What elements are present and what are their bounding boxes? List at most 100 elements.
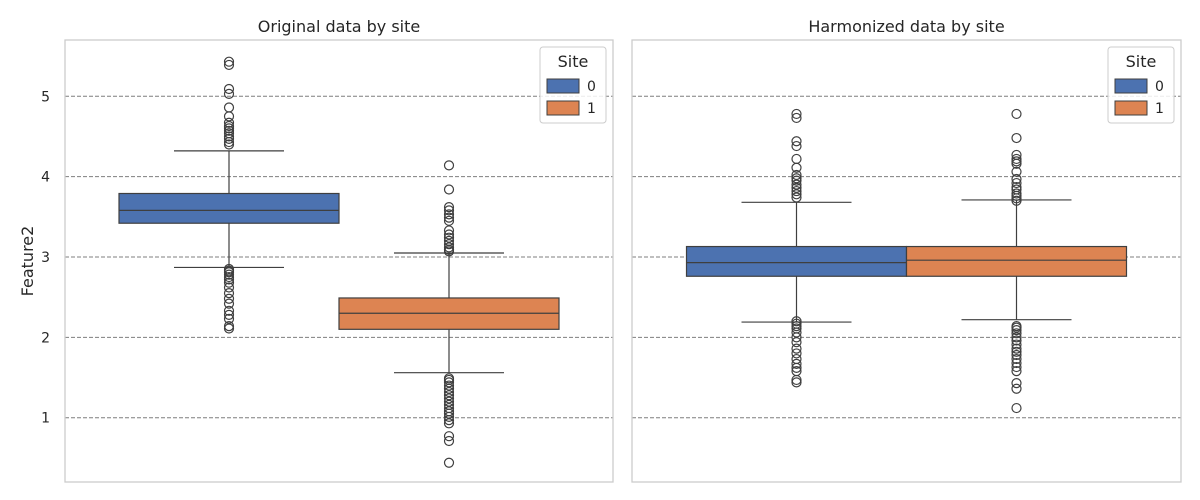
outlier-point <box>1011 378 1022 389</box>
box-site-0 <box>118 56 340 334</box>
outlier-point <box>223 111 235 122</box>
plot-border <box>631 39 1182 483</box>
outlier-point <box>223 305 235 316</box>
legend-label-site-0: 0 <box>587 79 596 95</box>
outlier-point <box>223 267 235 278</box>
outlier-point <box>443 457 455 468</box>
outlier-point <box>791 185 802 197</box>
outlier-point <box>223 271 235 283</box>
outlier-point <box>223 293 235 304</box>
outlier-point <box>1011 335 1022 346</box>
y-tick-label: 4 <box>41 170 50 186</box>
outlier-point <box>791 343 802 354</box>
outlier-point <box>791 179 802 190</box>
plot-border <box>64 39 614 483</box>
outlier-point <box>1011 361 1022 373</box>
outlier-point <box>1011 173 1022 185</box>
outlier-point <box>1011 339 1022 350</box>
outlier-point <box>791 327 802 338</box>
outlier-point <box>791 337 802 348</box>
outlier-point <box>791 169 802 181</box>
outlier-point <box>791 358 802 369</box>
outlier-point <box>443 380 455 391</box>
outlier-point <box>791 320 802 332</box>
outlier-point <box>791 332 802 343</box>
outlier-point <box>223 125 235 136</box>
legend-swatch-site-1 <box>546 100 580 116</box>
outlier-point <box>223 83 235 95</box>
box-iqr <box>685 245 908 277</box>
outlier-point <box>223 59 235 71</box>
outlier-point <box>1011 332 1022 343</box>
outlier-point <box>791 140 802 152</box>
outlier-point <box>1011 153 1022 165</box>
legend-title: Site <box>1126 52 1157 71</box>
outlier-point <box>443 239 455 250</box>
outlier-point <box>791 374 802 386</box>
outlier-point <box>223 323 235 334</box>
outlier-point <box>223 117 235 128</box>
outlier-point <box>443 242 455 253</box>
outlier-point <box>791 362 802 373</box>
box-site-1 <box>905 108 1128 414</box>
outlier-point <box>443 212 455 223</box>
outlier-point <box>791 162 802 173</box>
outlier-point <box>1011 195 1022 206</box>
outlier-point <box>443 411 455 423</box>
outlier-point <box>443 408 455 419</box>
outlier-point <box>223 123 235 134</box>
outlier-point <box>223 298 235 309</box>
outlier-point <box>791 189 802 200</box>
outlier-point <box>1011 108 1022 120</box>
outlier-point <box>443 160 455 171</box>
outlier-point <box>443 229 455 240</box>
outlier-point <box>1011 402 1022 414</box>
outlier-point <box>223 133 235 144</box>
outlier-point <box>443 383 455 394</box>
y-tick-label: 5 <box>41 89 50 105</box>
outlier-point <box>443 209 455 220</box>
outlier-point <box>223 88 235 99</box>
outlier-point <box>1011 353 1022 365</box>
outlier-point <box>1011 158 1022 169</box>
outlier-point <box>1011 343 1022 354</box>
outlier-point <box>223 309 235 320</box>
outlier-point <box>223 136 235 148</box>
outlier-point <box>791 173 802 184</box>
outlier-point <box>223 56 235 67</box>
outlier-point <box>1011 365 1022 377</box>
outlier-point <box>443 246 455 257</box>
y-axis-label: Feature2 <box>18 226 37 297</box>
outlier-point <box>1011 190 1022 202</box>
outlier-point <box>1011 325 1022 336</box>
outlier-point <box>443 184 455 195</box>
box-iqr <box>118 192 340 224</box>
outlier-point <box>443 396 455 407</box>
outlier-point <box>223 120 235 132</box>
outlier-point <box>791 108 802 120</box>
outlier-point <box>791 348 802 359</box>
legend-label-site-1: 1 <box>1155 101 1164 117</box>
outlier-point <box>223 131 235 142</box>
outlier-point <box>1011 349 1022 361</box>
outlier-point <box>223 282 235 293</box>
outlier-point <box>791 316 802 327</box>
outlier-point <box>1011 188 1022 199</box>
panel-original: 1 2 3 4 5 Original data by site Feature2 Site … <box>18 17 614 483</box>
outlier-point <box>443 393 455 404</box>
plot-area <box>65 40 613 482</box>
y-tick-label: 3 <box>41 250 50 266</box>
outlier-point <box>1011 328 1022 339</box>
outlier-point <box>443 215 455 226</box>
outlier-point <box>791 136 802 147</box>
panel-harmonized: Harmonized data by site Site 0 1 <box>631 17 1182 483</box>
outlier-point <box>1011 346 1022 357</box>
outlier-point <box>443 415 455 426</box>
outlier-point <box>223 313 235 324</box>
outlier-point <box>443 431 455 442</box>
outlier-point <box>443 386 455 398</box>
outlier-point <box>1011 132 1022 144</box>
outlier-point <box>1011 322 1022 333</box>
outlier-point <box>1011 177 1022 189</box>
